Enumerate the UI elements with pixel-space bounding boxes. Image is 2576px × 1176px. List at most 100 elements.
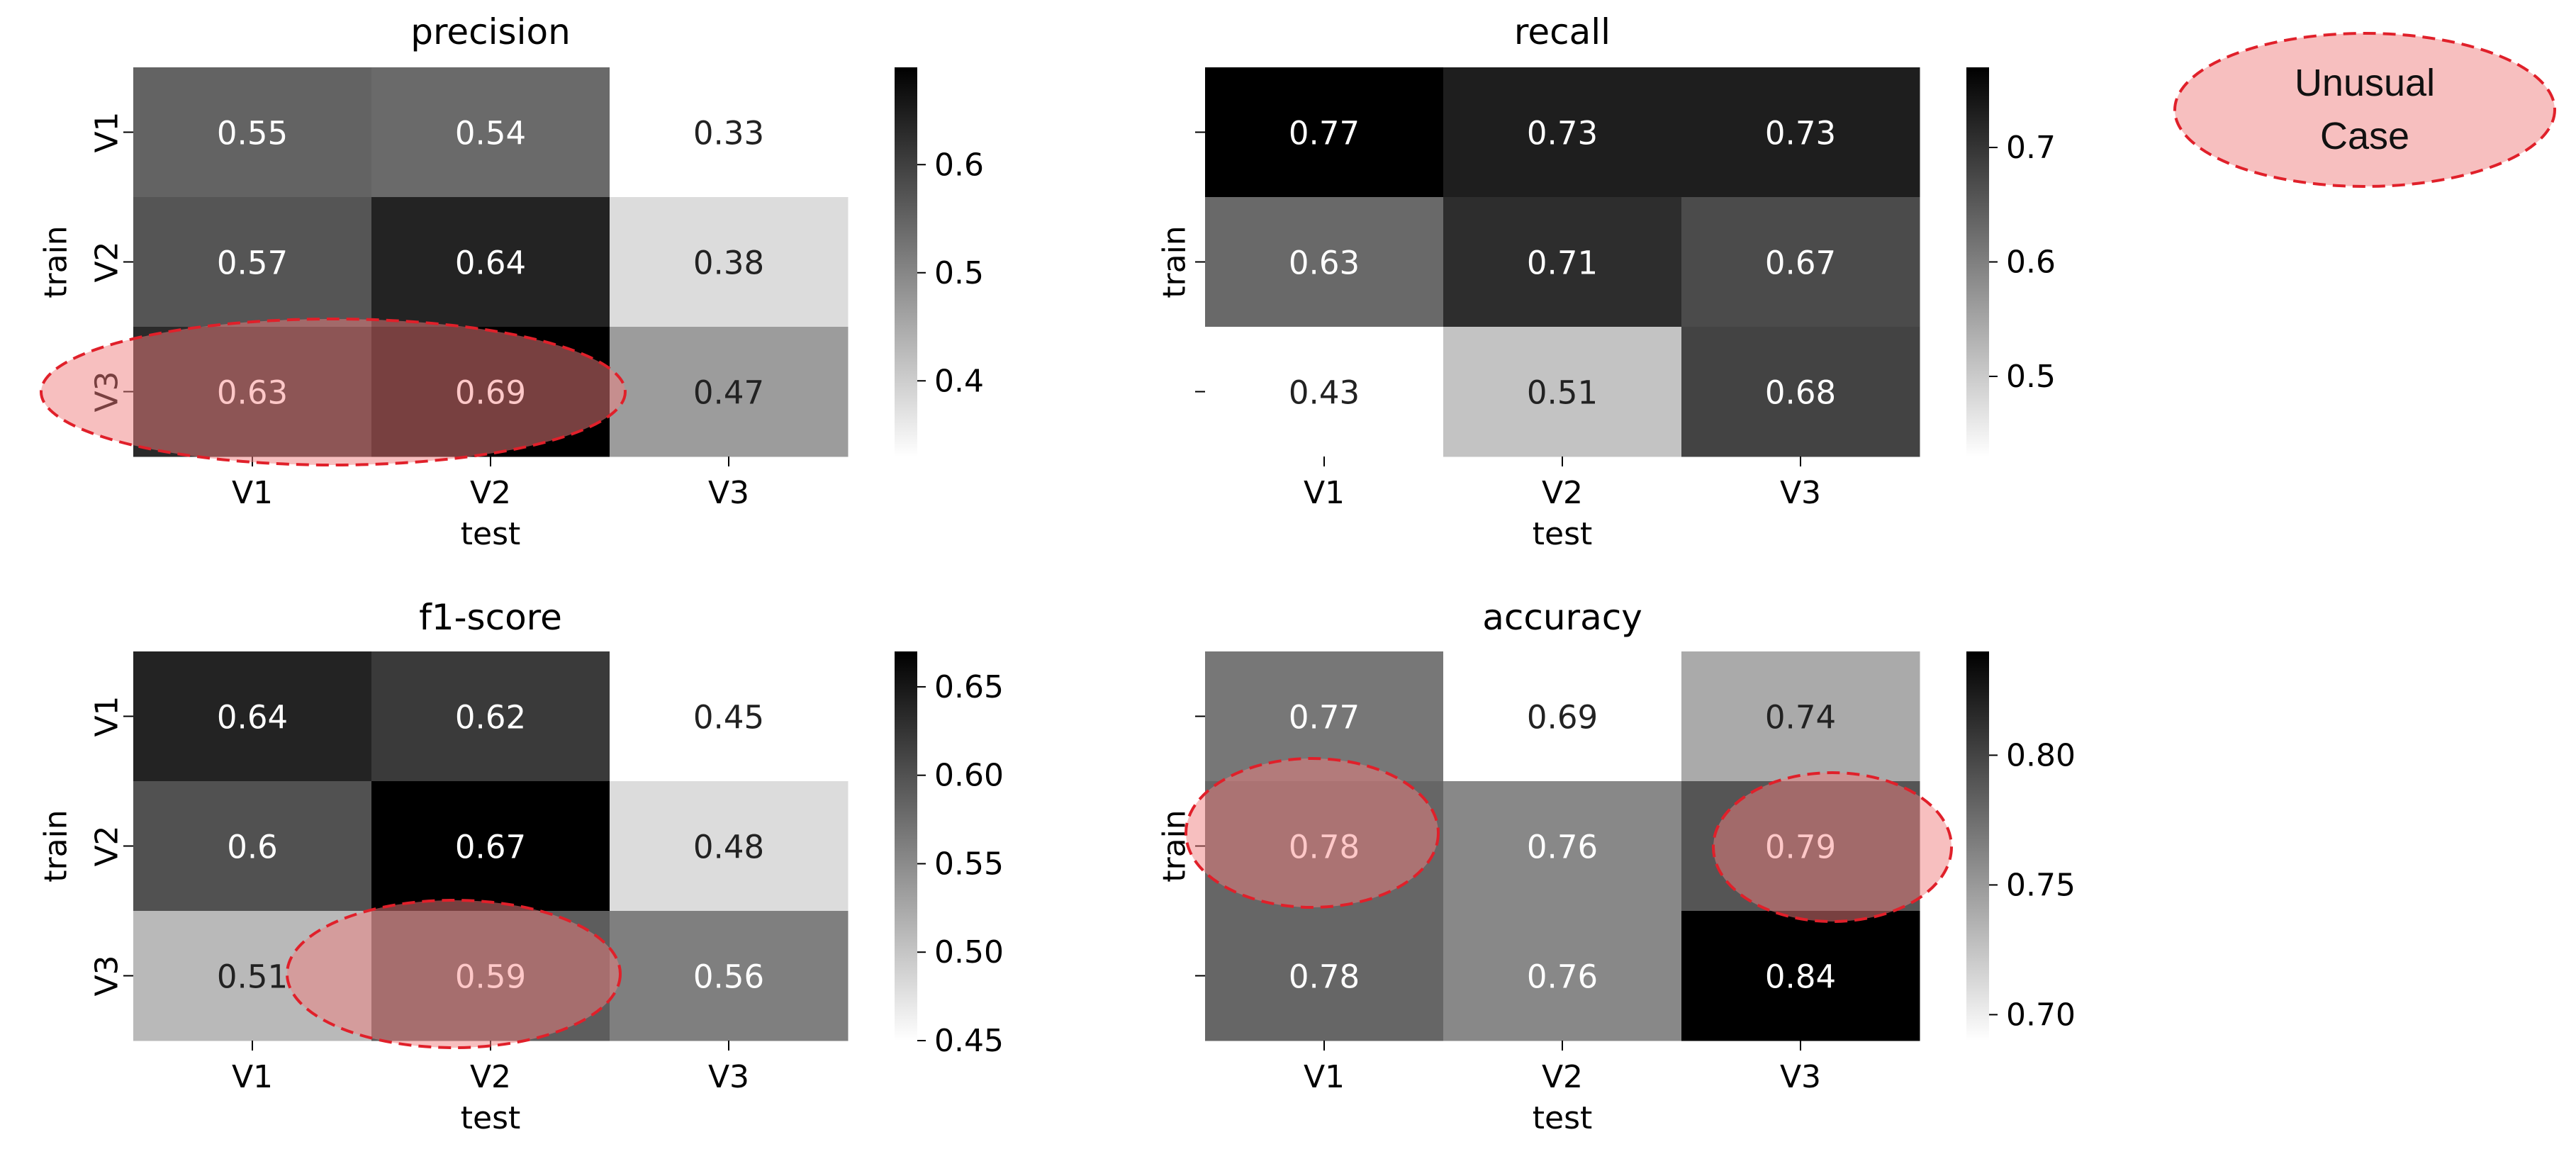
cell-value-label: 0.56: [693, 958, 764, 996]
colorbar-tick-label: 0.65: [934, 669, 1004, 705]
x-tick-label: V3: [708, 1059, 749, 1095]
heatmap-cell: [610, 197, 849, 327]
cell-value-label: 0.43: [1289, 374, 1360, 412]
cell-value-label: 0.67: [455, 829, 526, 866]
colorbar-tick-label: 0.75: [2006, 867, 2076, 903]
colorbar: [895, 651, 917, 1041]
cell-value-label: 0.77: [1289, 115, 1360, 152]
colorbar-tick-label: 0.6: [934, 147, 984, 183]
cell-value-label: 0.76: [1527, 829, 1598, 866]
cell-value-label: 0.51: [217, 958, 288, 996]
cell-value-label: 0.63: [217, 374, 288, 412]
x-tick-label: V2: [1542, 1059, 1583, 1095]
cell-value-label: 0.69: [455, 374, 526, 412]
cell-value-label: 0.6: [227, 829, 278, 866]
y-tick-label: V2: [89, 241, 125, 282]
heatmap-cell: [610, 911, 849, 1041]
chart-title: accuracy: [1482, 597, 1642, 638]
cell-value-label: 0.67: [1765, 245, 1836, 282]
heatmap-cell: [371, 781, 610, 912]
heatmap-cell: [610, 651, 849, 782]
unusual-case-marker: [1712, 771, 1953, 923]
cell-value-label: 0.62: [455, 699, 526, 737]
heatmap-cell: [610, 781, 849, 912]
unusual-case-marker: [40, 318, 627, 466]
heatmap-cell: [1681, 327, 1920, 457]
chart-title: recall: [1514, 11, 1611, 52]
cell-value-label: 0.73: [1527, 115, 1598, 152]
cell-value-label: 0.71: [1527, 245, 1598, 282]
cell-value-label: 0.47: [693, 374, 764, 412]
cell-value-label: 0.68: [1765, 374, 1836, 412]
colorbar: [1966, 67, 1989, 457]
colorbar-tick-label: 0.5: [2006, 359, 2056, 395]
heatmap-precision: precisionV1V2V3testV1V2V3train0.40.50.60…: [38, 11, 984, 552]
heatmap-cell: [610, 327, 849, 457]
heatmap-cell: [1681, 911, 1920, 1041]
x-axis-label: test: [1533, 1100, 1593, 1136]
cell-value-label: 0.78: [1289, 958, 1360, 996]
x-tick-label: V1: [232, 1059, 273, 1095]
cell-value-label: 0.38: [693, 245, 764, 282]
chart-title: f1-score: [419, 597, 562, 638]
cell-value-label: 0.79: [1765, 829, 1836, 866]
unusual-case-marker: [286, 899, 622, 1049]
y-axis-label: train: [38, 225, 74, 298]
colorbar: [895, 67, 917, 457]
heatmap-cell: [133, 197, 372, 327]
cell-value-label: 0.54: [455, 115, 526, 152]
heatmap-cell: [1205, 327, 1444, 457]
heatmap-cell: [133, 781, 372, 912]
y-tick-label: V1: [89, 111, 125, 152]
cell-value-label: 0.64: [455, 245, 526, 282]
legend-marker: [2173, 32, 2556, 188]
cell-value-label: 0.55: [217, 115, 288, 152]
heatmap-cell: [1681, 67, 1920, 198]
cell-value-label: 0.57: [217, 245, 288, 282]
heatmap-cell: [371, 67, 610, 198]
colorbar-tick-label: 0.6: [2006, 245, 2056, 281]
x-tick-label: V3: [1780, 1059, 1821, 1095]
legend-label-line1: Unusual: [2295, 62, 2435, 104]
cell-value-label: 0.78: [1289, 829, 1360, 866]
heatmap-cell: [1205, 67, 1444, 198]
colorbar-tick-label: 0.55: [934, 846, 1004, 882]
heatmap-cell: [1681, 197, 1920, 327]
y-tick-label: V1: [89, 695, 125, 737]
x-tick-label: V3: [708, 475, 749, 511]
heatmap-cell: [1443, 67, 1682, 198]
cell-value-label: 0.74: [1765, 699, 1836, 737]
x-axis-label: test: [1533, 516, 1593, 552]
colorbar: [1966, 651, 1989, 1041]
x-tick-label: V2: [1542, 475, 1583, 511]
heatmap-cell: [1443, 197, 1682, 327]
colorbar-tick-label: 0.60: [934, 758, 1004, 794]
x-tick-label: V1: [1304, 475, 1345, 511]
y-axis-label: train: [1156, 225, 1192, 298]
heatmap-cell: [1443, 911, 1682, 1041]
cell-value-label: 0.77: [1289, 699, 1360, 737]
colorbar-tick-label: 0.7: [2006, 130, 2056, 166]
cell-value-label: 0.51: [1527, 374, 1598, 412]
legend-label-line2: Case: [2320, 115, 2409, 157]
x-tick-label: V3: [1780, 475, 1821, 511]
cell-value-label: 0.84: [1765, 958, 1836, 996]
chart-title: precision: [410, 11, 571, 52]
x-tick-label: V2: [470, 1059, 511, 1095]
heatmap-cell: [371, 651, 610, 782]
heatmap-cell: [133, 651, 372, 782]
heatmap-cell: [1681, 651, 1920, 782]
cell-value-label: 0.73: [1765, 115, 1836, 152]
cell-value-label: 0.48: [693, 829, 764, 866]
heatmap-cell: [1443, 327, 1682, 457]
cell-value-label: 0.76: [1527, 958, 1598, 996]
y-tick-label: V2: [89, 825, 125, 866]
x-axis-label: test: [461, 1100, 521, 1136]
heatmap-f1-score: f1-score V1 V2 V3 test V1 V2 V3 train 0.45 0.50 0.5…: [38, 597, 1004, 1136]
colorbar-tick-label: 0.4: [934, 363, 984, 399]
x-tick-label: V2: [470, 475, 511, 511]
cell-value-label: 0.63: [1289, 245, 1360, 282]
x-tick-label: V1: [232, 475, 273, 511]
